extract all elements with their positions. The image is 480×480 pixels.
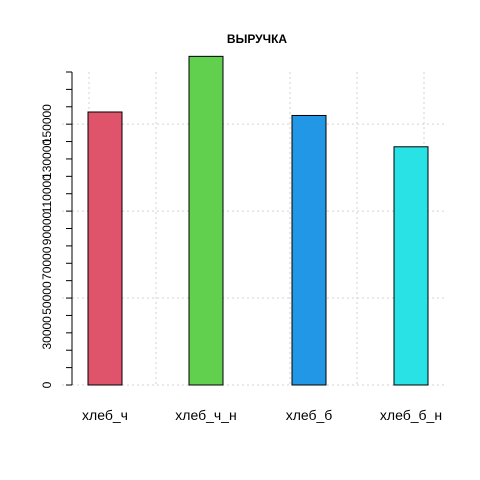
y-tick-label: 70000 [40,246,54,280]
y-tick-label: 110000 [40,174,54,213]
x-category-label: хлеб_б_н [380,407,442,423]
x-category-label: хлеб_ч_н [175,407,236,423]
chart-title: ВЫРУЧКА [227,32,287,46]
bars [87,55,429,386]
y-tick-label: 150000 [40,104,54,144]
bar-хлеб_ч [87,111,123,386]
x-category-label: хлеб_б [286,407,333,423]
y-tick-label: 130000 [40,139,54,179]
bar-хлеб_б_н [393,146,429,386]
y-tick-label: 50000 [40,281,54,315]
y-tick-label: 30000 [40,316,54,350]
y-tick-label: 90000 [40,211,54,245]
bar-хлеб_ч_н [188,55,224,386]
x-axis-labels: хлеб_ч хлеб_ч_н хлеб_б хлеб_б_н [82,407,442,423]
x-category-label: хлеб_ч [82,407,128,423]
bar-хлеб_б [291,114,327,386]
y-tick-label: 0 [40,381,54,388]
